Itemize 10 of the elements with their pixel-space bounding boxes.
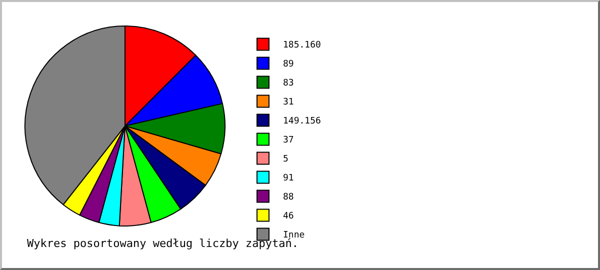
legend-label: 31 (283, 98, 294, 108)
legend-label: 46 (283, 212, 294, 222)
legend-label: 91 (283, 174, 294, 184)
legend-label: 185.160 (283, 40, 321, 51)
legend-label: 89 (283, 60, 294, 70)
legend-label: 88 (283, 192, 294, 203)
legend-label: 83 (283, 78, 294, 89)
legend-label: 5 (283, 154, 288, 165)
legend-label: 37 (283, 136, 294, 146)
legend-label: 149.156 (283, 116, 321, 127)
